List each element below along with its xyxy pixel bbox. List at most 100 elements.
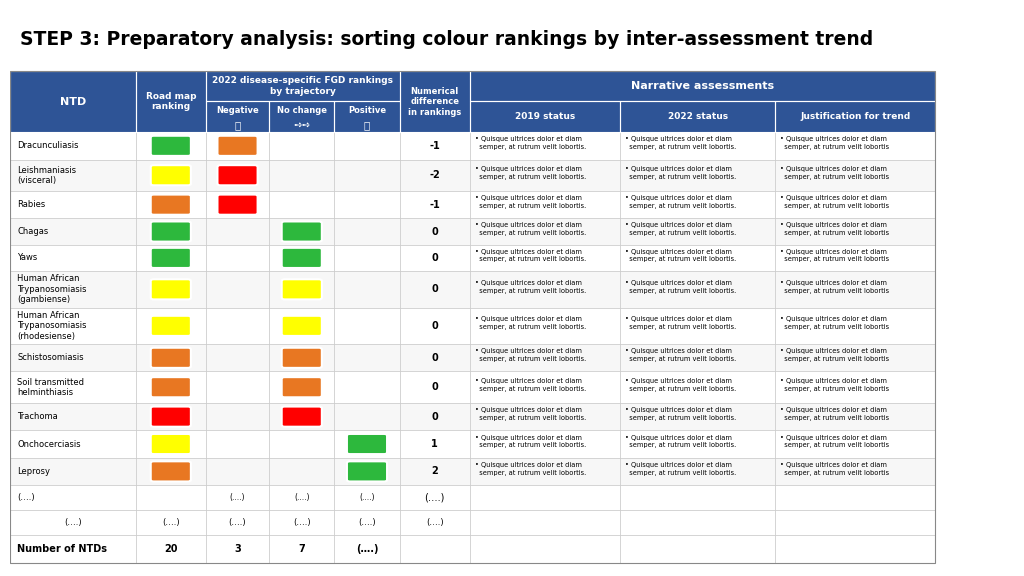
Bar (206, 485, 269, 510)
Text: (....): (....) (229, 493, 246, 502)
Bar (399, 403, 470, 430)
Bar (135, 535, 206, 563)
Bar (269, 430, 335, 458)
Bar (269, 344, 335, 372)
Bar (470, 458, 621, 485)
Bar (335, 430, 399, 458)
Bar (135, 271, 206, 308)
Bar (135, 485, 206, 510)
Bar (335, 485, 399, 510)
Bar (206, 535, 269, 563)
Text: Dracunculiasis: Dracunculiasis (17, 141, 79, 150)
Bar (775, 535, 936, 563)
Bar (135, 245, 206, 271)
Bar (269, 458, 335, 485)
Bar (470, 510, 621, 535)
Text: • Quisque ultrices dolor et diam
  semper, at rutrum velit lobortis.: • Quisque ultrices dolor et diam semper,… (626, 195, 736, 209)
Text: 7: 7 (298, 544, 305, 554)
Bar (269, 191, 335, 218)
Bar (269, 160, 335, 191)
Bar (335, 245, 399, 271)
Bar (399, 245, 470, 271)
Bar (10, 510, 135, 535)
Text: Justification for trend: Justification for trend (800, 112, 910, 121)
Bar (399, 71, 470, 132)
Bar (10, 344, 135, 372)
FancyBboxPatch shape (151, 248, 190, 268)
Bar (206, 245, 269, 271)
Bar (10, 71, 135, 132)
FancyBboxPatch shape (347, 434, 387, 454)
Bar (335, 160, 399, 191)
Bar (206, 271, 269, 308)
Bar (470, 458, 621, 485)
FancyBboxPatch shape (151, 195, 190, 215)
Text: Narrative assessments: Narrative assessments (631, 81, 774, 91)
Text: (….): (….) (426, 518, 443, 527)
Bar (621, 191, 775, 218)
Bar (335, 510, 399, 535)
Bar (775, 271, 936, 308)
Bar (206, 344, 269, 372)
Bar (135, 510, 206, 535)
Bar (10, 344, 135, 372)
Bar (470, 245, 621, 271)
FancyBboxPatch shape (151, 434, 190, 454)
Text: ➺➺: ➺➺ (293, 120, 310, 130)
Bar (399, 430, 470, 458)
Bar (135, 308, 206, 344)
Bar (775, 344, 936, 372)
Bar (399, 132, 470, 160)
FancyBboxPatch shape (217, 136, 258, 156)
Text: 2022 disease-specific FGD rankings
by trajectory: 2022 disease-specific FGD rankings by tr… (212, 76, 393, 96)
Bar (399, 271, 470, 308)
Bar (269, 485, 335, 510)
Text: Rabies: Rabies (17, 200, 45, 209)
Bar (470, 132, 621, 160)
Bar (470, 403, 621, 430)
Text: • Quisque ultrices dolor et diam
  semper, at rutrum velit lobortis.: • Quisque ultrices dolor et diam semper,… (626, 348, 736, 362)
Text: • Quisque ultrices dolor et diam
  semper, at rutrum velit lobortis.: • Quisque ultrices dolor et diam semper,… (475, 166, 586, 180)
Bar (335, 485, 399, 510)
Text: • Quisque ultrices dolor et diam
  semper, at rutrum velit lobortis: • Quisque ultrices dolor et diam semper,… (780, 316, 889, 330)
Bar (10, 245, 135, 271)
Bar (775, 245, 936, 271)
Bar (621, 510, 775, 535)
Bar (10, 485, 135, 510)
Bar (10, 430, 135, 458)
Bar (269, 245, 335, 271)
Bar (470, 535, 621, 563)
Text: • Quisque ultrices dolor et diam
  semper, at rutrum velit lobortis.: • Quisque ultrices dolor et diam semper,… (475, 435, 586, 448)
Bar (470, 271, 621, 308)
Text: NTD: NTD (59, 97, 86, 107)
Bar (335, 344, 399, 372)
Text: • Quisque ultrices dolor et diam
  semper, at rutrum velit lobortis.: • Quisque ultrices dolor et diam semper,… (626, 435, 736, 448)
Bar (621, 403, 775, 430)
Bar (399, 344, 470, 372)
Text: (….): (….) (228, 518, 247, 527)
Text: Soil transmitted
helminthiasis: Soil transmitted helminthiasis (17, 377, 84, 397)
Bar (135, 71, 206, 132)
Bar (206, 191, 269, 218)
Text: 0: 0 (431, 226, 438, 237)
Bar (399, 403, 470, 430)
Bar (470, 101, 621, 132)
Bar (135, 430, 206, 458)
Bar (206, 535, 269, 563)
Bar (470, 191, 621, 218)
Bar (335, 458, 399, 485)
Bar (206, 344, 269, 372)
Bar (10, 458, 135, 485)
Bar (206, 132, 269, 160)
FancyBboxPatch shape (151, 221, 190, 241)
Bar (206, 458, 269, 485)
Bar (775, 308, 936, 344)
Bar (269, 535, 335, 563)
Bar (399, 160, 470, 191)
Text: No change: No change (276, 106, 327, 115)
Bar (269, 271, 335, 308)
Bar (335, 101, 399, 132)
FancyBboxPatch shape (217, 195, 258, 215)
Bar (10, 430, 135, 458)
Text: 2: 2 (431, 467, 438, 476)
